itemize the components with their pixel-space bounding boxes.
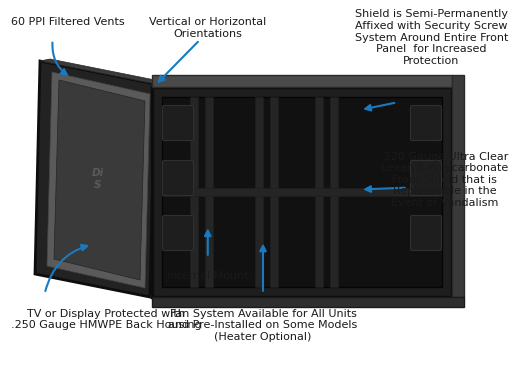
Text: Fan System Available for All Units
and Pre-Installed on Some Models
(Heater Opti: Fan System Available for All Units and P… [168, 309, 358, 342]
Text: Di
S: Di S [92, 168, 104, 190]
Text: 60 PPI Filtered Vents: 60 PPI Filtered Vents [11, 17, 124, 27]
FancyBboxPatch shape [410, 105, 441, 141]
Text: .220 Gauge Ultra Clear
Lexan® Polycarbonate
Front Shield that is
Replaceable in : .220 Gauge Ultra Clear Lexan® Polycarbon… [380, 152, 509, 208]
FancyBboxPatch shape [162, 188, 442, 196]
Text: TV or Display Protected with
.250 Gauge HMWPE Back Housing: TV or Display Protected with .250 Gauge … [11, 309, 201, 330]
Text: Shield is Semi-Permanently
Affixed with Security Screw
System Around Entire Fron: Shield is Semi-Permanently Affixed with … [355, 9, 508, 66]
FancyBboxPatch shape [410, 160, 441, 196]
Polygon shape [47, 72, 150, 288]
Polygon shape [35, 61, 155, 297]
FancyBboxPatch shape [152, 75, 452, 87]
Text: Internal Mount: Internal Mount [167, 271, 249, 281]
Polygon shape [40, 59, 165, 84]
FancyBboxPatch shape [163, 216, 194, 251]
FancyBboxPatch shape [152, 87, 452, 297]
FancyBboxPatch shape [330, 97, 338, 287]
FancyBboxPatch shape [190, 97, 198, 287]
Polygon shape [150, 285, 165, 297]
FancyBboxPatch shape [452, 75, 464, 297]
FancyBboxPatch shape [162, 97, 442, 287]
Polygon shape [54, 80, 145, 280]
FancyBboxPatch shape [163, 160, 194, 196]
Text: Vertical or Horizontal
Orientations: Vertical or Horizontal Orientations [149, 17, 266, 39]
FancyBboxPatch shape [270, 97, 278, 287]
FancyBboxPatch shape [205, 97, 213, 287]
FancyBboxPatch shape [163, 105, 194, 141]
FancyBboxPatch shape [152, 297, 464, 307]
FancyBboxPatch shape [410, 216, 441, 251]
FancyBboxPatch shape [255, 97, 263, 287]
FancyBboxPatch shape [315, 97, 323, 287]
